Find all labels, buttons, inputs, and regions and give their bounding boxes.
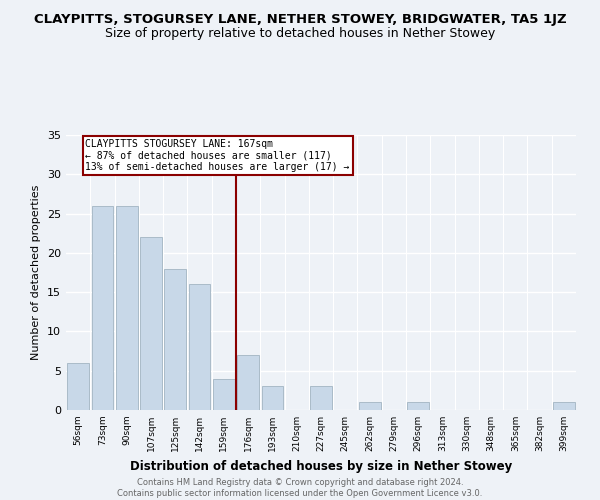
Text: Contains HM Land Registry data © Crown copyright and database right 2024.
Contai: Contains HM Land Registry data © Crown c… (118, 478, 482, 498)
Bar (237, 355, 259, 410)
Text: CLAYPITTS STOGURSEY LANE: 167sqm
← 87% of detached houses are smaller (117)
13% : CLAYPITTS STOGURSEY LANE: 167sqm ← 87% o… (85, 139, 350, 172)
X-axis label: Distribution of detached houses by size in Nether Stowey: Distribution of detached houses by size … (130, 460, 512, 472)
Bar (140, 237, 162, 410)
Text: Size of property relative to detached houses in Nether Stowey: Size of property relative to detached ho… (105, 28, 495, 40)
Y-axis label: Number of detached properties: Number of detached properties (31, 185, 41, 360)
Bar (359, 402, 380, 410)
Bar (67, 363, 89, 410)
Bar (91, 206, 113, 410)
Bar (116, 206, 137, 410)
Bar (164, 268, 186, 410)
Text: CLAYPITTS, STOGURSEY LANE, NETHER STOWEY, BRIDGWATER, TA5 1JZ: CLAYPITTS, STOGURSEY LANE, NETHER STOWEY… (34, 12, 566, 26)
Bar (553, 402, 575, 410)
Bar (188, 284, 211, 410)
Bar (310, 386, 332, 410)
Bar (262, 386, 283, 410)
Bar (213, 378, 235, 410)
Bar (407, 402, 429, 410)
